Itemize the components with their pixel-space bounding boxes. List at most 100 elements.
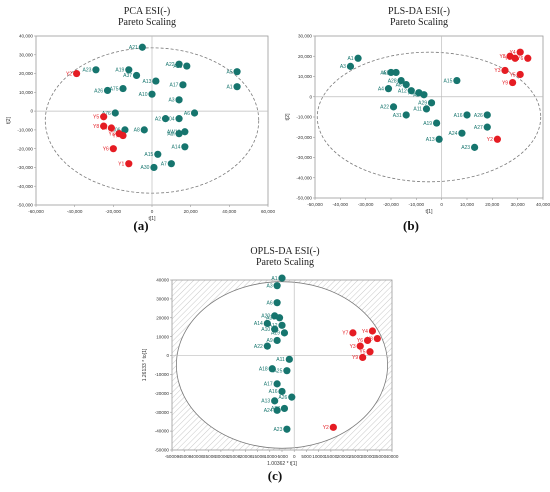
data-label-a17: A17 [264,382,273,388]
data-label-a27: A27 [271,406,280,412]
chart-subtitle: Pareto Scaling [255,257,315,268]
x-tick-label: 40,000 [536,202,550,207]
data-label-a3: A3 [266,283,272,289]
data-label-a12: A12 [398,88,407,94]
data-label-a22: A22 [380,105,389,111]
data-point-a11 [422,105,431,113]
data-label-a19: A19 [115,68,124,74]
data-label-a30: A30 [141,165,150,171]
y-tick-label: 0 [166,353,169,358]
data-point-a15 [154,150,162,158]
data-label-a06: A06 [112,128,121,134]
x-tick-label: -30,000 [358,202,374,207]
data-label-a16: A16 [269,389,278,395]
data-label-a7: A7 [161,161,167,167]
data-label-y8: Y8 [499,54,505,60]
data-label-a23: A23 [83,68,92,74]
data-point-a9 [273,336,281,345]
y-tick-label: -50,000 [296,196,312,201]
data-point-a28 [183,62,191,70]
data-label-a10: A10 [139,92,148,98]
x-tick-label: 20,000 [184,209,198,214]
data-label-a13: A13 [426,137,435,143]
y-tick-label: 40000 [156,278,169,283]
data-point-y4 [368,327,377,335]
data-label-a5: A5 [380,70,386,76]
data-label-y3: Y3 [109,131,115,137]
chart-panel-c: OPLS-DA ESI(-) Pareto Scaling -50000 -450… [0,240,550,492]
data-point-y4 [516,48,524,56]
y-tick-label: -40000 [155,429,170,434]
panel-caption: (b) [403,218,419,233]
y-tick-label: -10,000 [17,127,33,132]
data-label-a14: A14 [171,145,180,151]
data-point-adi [175,130,183,138]
chart-subtitle: Pareto Scaling [117,17,177,28]
data-label-a1: A1 [226,85,232,91]
x-tick-label: 35000 [373,454,386,459]
data-point-a3 [273,282,281,290]
data-label-a28: A28 [388,78,397,84]
data-label-aw10: AW10 [167,130,181,136]
y-tick-label: 0 [30,109,33,114]
data-label-y7: Y7 [505,56,511,62]
data-label-a15: A15 [443,78,452,84]
data-label-y4: Y4 [510,50,516,56]
x-tick-label: 0 [151,209,154,214]
data-point-y6 [109,145,117,153]
data-label-y6: Y6 [517,56,523,62]
data-point-a12 [278,321,286,329]
data-point-a30 [150,163,158,172]
data-point-y4 [107,124,115,132]
data-point-y6 [524,54,532,62]
data-label-y9: Y9 [352,355,358,361]
y-tick-label: -40,000 [17,184,33,189]
data-label-y4: Y4 [362,329,368,335]
x-tick-label: -45000 [177,454,192,459]
data-label-y2: Y2 [66,71,72,77]
data-point-a6 [190,109,199,117]
data-label-a21: A21 [129,45,138,51]
data-point-a7 [167,160,175,168]
x-tick-label: -20,000 [383,202,399,207]
y-tick-label: -50000 [155,448,170,453]
data-point-a27 [483,123,491,131]
data-point-y9 [359,353,367,362]
data-label-a23: A23 [273,427,282,433]
data-point-a18 [268,365,276,373]
data-point-a8 [140,126,148,134]
data-label-y9: Y9 [502,80,508,86]
chart-title: OPLS-DA ESI(-) [250,246,320,257]
data-label-a29: A29 [418,101,427,107]
y-tick-label: -30,000 [17,165,33,170]
data-point-a26 [288,393,296,401]
x-tick-label: -20000 [238,454,253,459]
data-point-a6 [273,299,281,307]
data-point-a76 [111,109,119,117]
data-label-a10: A10 [383,70,392,76]
data-point-a13 [435,135,443,143]
y-axis-label: 1.26133 * to[1] [142,348,148,381]
y-tick-label: -50,000 [17,203,33,208]
data-point-y7 [119,131,127,140]
data-point-a75 [119,84,127,93]
data-label-a4: A4 [378,86,384,92]
data-point-y7 [511,54,519,62]
x-tick-label: -10000 [263,454,278,459]
x-tick-label: 10000 [312,454,325,459]
data-point-a10 [271,325,279,333]
data-point-y2 [329,423,337,431]
data-point-a16 [278,387,286,396]
data-point-a22 [175,60,183,68]
data-point-y9 [509,78,517,87]
data-point-a11 [285,355,293,363]
panel-caption: (a) [133,218,149,233]
data-point-y5 [516,70,524,79]
data-point-a29 [427,99,436,107]
y-tick-label: 30,000 [19,52,33,57]
data-point-a1 [354,54,362,62]
x-tick-label: -10,000 [409,202,425,207]
data-point-a2 [420,91,428,99]
data-point-y2 [493,135,501,143]
y-tick-label: -10000 [155,372,170,377]
